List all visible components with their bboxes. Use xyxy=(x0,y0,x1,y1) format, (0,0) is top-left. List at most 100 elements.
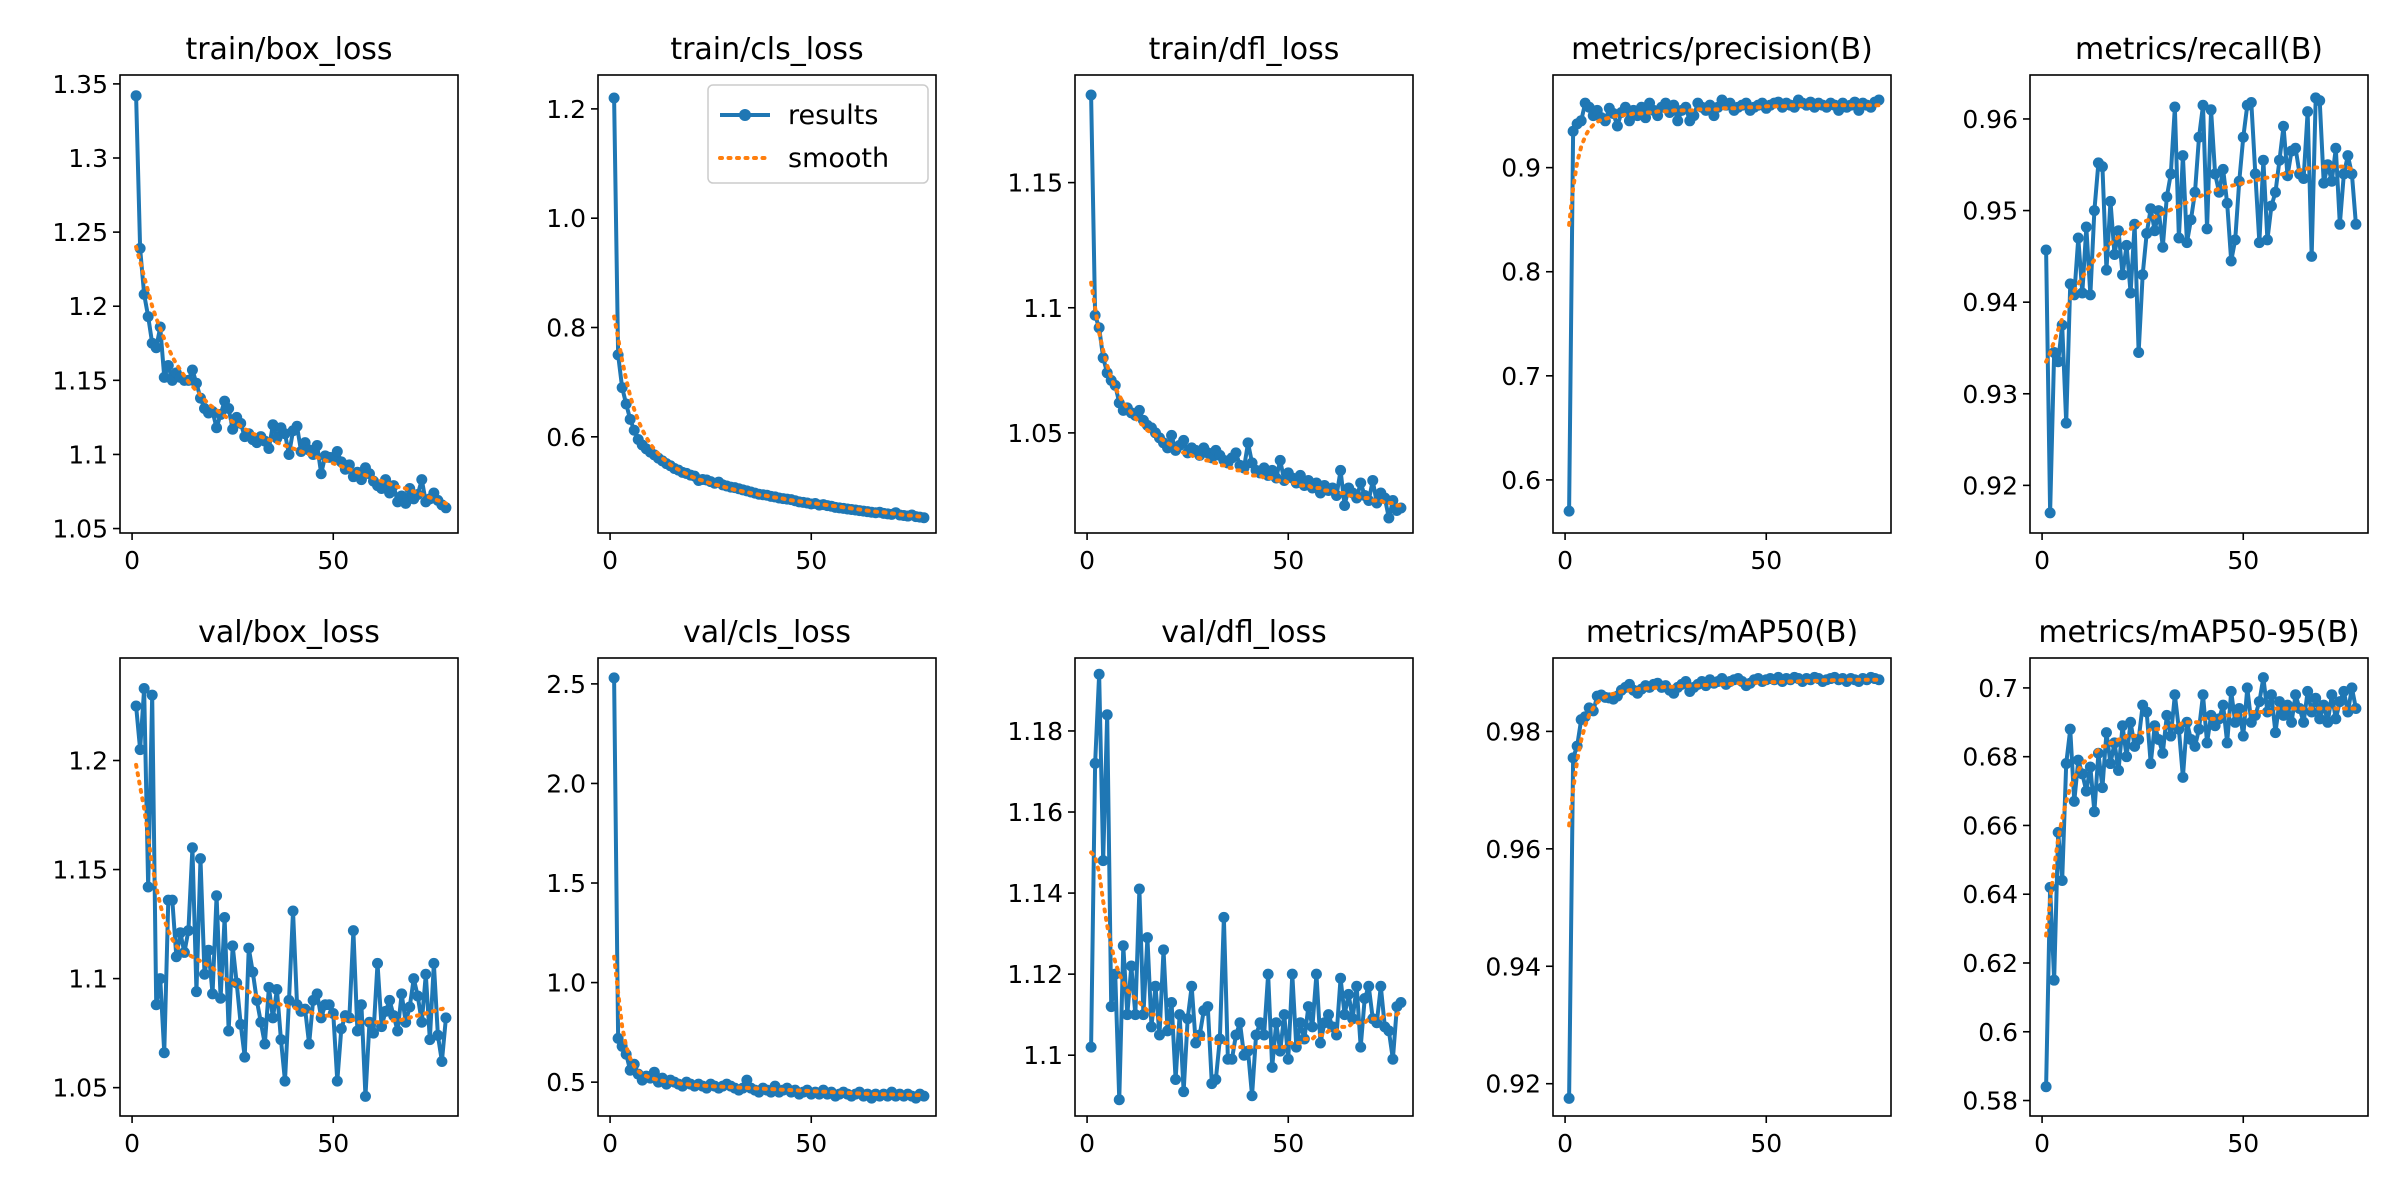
results-point xyxy=(150,999,162,1011)
y-tick-label: 1.2 xyxy=(68,747,108,776)
results-point xyxy=(2153,733,2165,745)
plot-area xyxy=(1563,94,1885,517)
results-point xyxy=(1306,1021,1318,1033)
x-tick-label: 50 xyxy=(1272,1129,1304,1158)
results-point xyxy=(1335,464,1347,476)
results-point xyxy=(2257,672,2269,684)
y-tick-label: 0.6 xyxy=(1978,1018,2018,1047)
panel-title: val/box_loss xyxy=(198,615,380,650)
results-point xyxy=(2084,761,2096,773)
results-markers xyxy=(2040,92,2362,519)
y-tick-label: 0.68 xyxy=(1962,743,2018,772)
results-point xyxy=(2326,689,2338,701)
results-point xyxy=(1105,1001,1117,1013)
results-point xyxy=(1575,115,1587,127)
results-point xyxy=(2350,218,2362,230)
results-point xyxy=(1331,1029,1343,1041)
results-point xyxy=(303,1038,315,1050)
y-tick-label: 0.66 xyxy=(1962,811,2018,840)
y-tick-label: 1.14 xyxy=(1007,879,1063,908)
axes-frame xyxy=(119,74,459,534)
results-point xyxy=(2177,150,2189,162)
smooth-line xyxy=(1089,850,1403,1050)
panel-title: train/box_loss xyxy=(185,32,392,67)
results-point xyxy=(251,994,263,1006)
results-point xyxy=(2334,218,2346,230)
results-point xyxy=(1270,1017,1282,1029)
results-point xyxy=(2048,974,2060,986)
results-point xyxy=(1113,1094,1125,1106)
y-tick-label: 2.0 xyxy=(546,769,586,798)
results-point xyxy=(2201,737,2213,749)
results-point xyxy=(1367,474,1379,486)
results-point xyxy=(1294,469,1306,481)
results-point xyxy=(1668,99,1680,111)
panel-metrics-map50-95-b: metrics/mAP50-95(B) 0 50 0.58 0.6 0.62 0.64 0.6… xyxy=(1962,615,2369,1158)
x-tick-label: 0 xyxy=(602,1129,618,1158)
results-point xyxy=(2056,874,2068,886)
y-tick-label: 1.15 xyxy=(52,856,108,885)
plot-area xyxy=(130,90,452,514)
x-tick-label: 0 xyxy=(1557,1129,1573,1158)
results-point xyxy=(1335,972,1347,984)
results-point xyxy=(2346,682,2358,694)
results-point xyxy=(1085,89,1097,101)
results-point xyxy=(142,881,154,893)
x-tick-label: 0 xyxy=(1079,1129,1095,1158)
panel-val-cls-loss: val/cls_loss 0 50 0.5 1.0 1.5 2.0 2.5 xyxy=(546,615,937,1158)
legend: results smooth xyxy=(707,84,929,184)
results-point xyxy=(2265,200,2277,212)
results-point xyxy=(412,990,424,1002)
results-point xyxy=(1355,1041,1367,1053)
y-tick-label: 1.16 xyxy=(1007,798,1063,827)
plot-area xyxy=(1085,668,1407,1106)
results-point xyxy=(2302,106,2314,118)
y-tick-label: 1.3 xyxy=(68,144,108,173)
results-point xyxy=(1339,499,1351,511)
results-point xyxy=(2245,96,2257,108)
results-point xyxy=(311,988,323,1000)
results-point xyxy=(2269,727,2281,739)
results-point xyxy=(223,402,235,414)
results-point xyxy=(1133,404,1145,416)
results-point xyxy=(2193,131,2205,143)
results-point xyxy=(2064,278,2076,290)
smooth-line xyxy=(2044,706,2358,938)
results-point xyxy=(1262,968,1274,980)
results-point xyxy=(275,1034,287,1046)
results-point xyxy=(1182,1013,1194,1025)
legend-item-smooth: smooth xyxy=(718,143,889,174)
results-point xyxy=(2334,696,2346,708)
y-tick-label: 0.5 xyxy=(546,1068,586,1097)
results-point xyxy=(1166,997,1178,1009)
y-tick-label: 1.05 xyxy=(52,1074,108,1103)
results-point xyxy=(1145,1021,1157,1033)
results-point xyxy=(1218,911,1230,923)
plot-area xyxy=(1085,89,1407,524)
results-point xyxy=(347,925,359,937)
results-point xyxy=(2197,689,2209,701)
y-tick-label: 1.1 xyxy=(1023,294,1063,323)
axes-frame xyxy=(597,74,937,534)
results-point xyxy=(2121,239,2133,251)
results-point xyxy=(194,853,206,865)
plot-area xyxy=(2040,672,2362,1093)
axes-frame xyxy=(119,657,459,1117)
results-point xyxy=(2088,205,2100,217)
results-point xyxy=(372,957,384,969)
results-point xyxy=(2330,142,2342,154)
results-point xyxy=(2205,104,2217,116)
results-point xyxy=(2237,131,2249,143)
results-point xyxy=(2080,221,2092,233)
results-point xyxy=(154,973,166,985)
results-point xyxy=(2298,173,2310,185)
results-point xyxy=(255,1016,267,1028)
y-tick-label: 0.94 xyxy=(1962,288,2018,317)
y-tick-label: 1.25 xyxy=(52,218,108,247)
results-point xyxy=(2173,723,2185,735)
results-point xyxy=(279,1075,291,1087)
results-point xyxy=(142,311,154,323)
results-point xyxy=(2165,168,2177,180)
smooth-line xyxy=(2044,164,2358,364)
results-point xyxy=(1089,757,1101,769)
